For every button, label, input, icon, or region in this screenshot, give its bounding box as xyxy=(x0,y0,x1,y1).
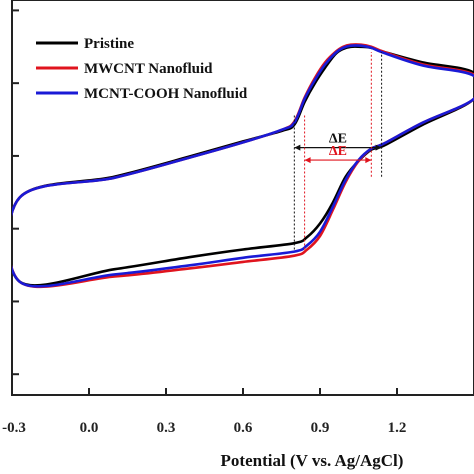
legend: Pristine MWCNT Nanofluid MCNT-COOH Nanof… xyxy=(36,36,248,102)
x-axis-label: Potential (V vs. Ag/AgCl) xyxy=(221,451,404,470)
x-tick-label-0: -0.3 xyxy=(2,420,26,436)
delta-e-arrowhead-right-1 xyxy=(365,157,372,164)
series-layer xyxy=(12,43,474,289)
x-ticks: -0.3 0.0 0.3 0.6 0.9 1.2 xyxy=(2,388,474,436)
x-tick-label-3: 0.6 xyxy=(234,420,253,436)
legend-label-pristine: Pristine xyxy=(84,36,134,52)
delta-e-label-0: ΔE xyxy=(329,132,347,147)
y-ticks xyxy=(12,9,19,376)
delta-e-arrowhead-left-1 xyxy=(304,157,311,164)
x-tick-label-2: 0.3 xyxy=(157,420,176,436)
delta-e-label-1: ΔE xyxy=(329,144,347,159)
series-line-mcnt-cooh-nanofluid xyxy=(12,44,474,288)
x-tick-label-5: 1.2 xyxy=(388,420,407,436)
legend-label-mcnt-cooh: MCNT-COOH Nanofluid xyxy=(84,86,248,102)
delta-e-arrowhead-right-0 xyxy=(375,144,382,151)
legend-label-mwcnt: MWCNT Nanofluid xyxy=(84,61,213,77)
x-tick-label-1: 0.0 xyxy=(80,420,99,436)
delta-e-arrowhead-left-0 xyxy=(294,144,301,151)
series-line-pristine xyxy=(12,45,474,287)
x-tick-label-4: 0.9 xyxy=(311,420,330,436)
